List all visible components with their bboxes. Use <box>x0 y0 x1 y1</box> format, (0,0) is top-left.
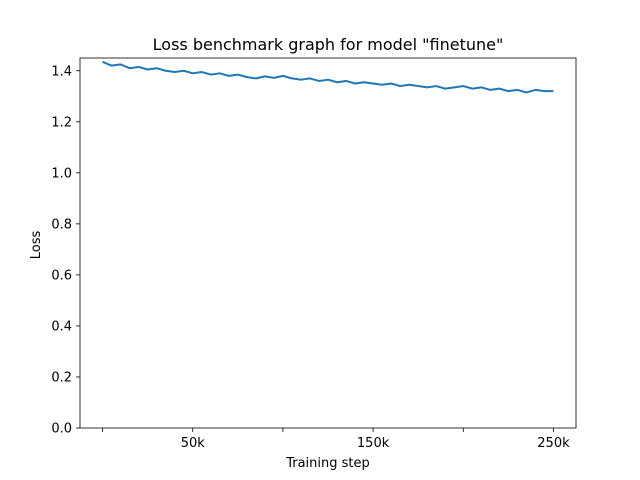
y-tick-label-0: 0.0 <box>51 422 72 437</box>
chart-title: Loss benchmark graph for model "finetune… <box>153 35 504 54</box>
plot-area: 50k 150k 250k 0.0 0.2 0.4 0.6 0.8 1.0 1.2 1.4 <box>51 57 577 451</box>
x-axis-label: Training step <box>285 456 370 471</box>
y-tick-label-5: 1.0 <box>51 166 72 181</box>
y-tick-label-1: 0.2 <box>51 370 72 385</box>
x-tick-label-5: 250k <box>537 436 570 451</box>
y-tick-label-6: 1.2 <box>51 115 72 130</box>
series-line-0 <box>102 60 554 94</box>
x-tick-label-1: 50k <box>181 436 206 451</box>
y-tick-label-2: 0.4 <box>51 319 72 334</box>
x-tick-label-3: 150k <box>357 436 390 451</box>
y-tick-label-4: 0.8 <box>51 217 72 232</box>
y-axis-label: Loss <box>29 231 44 260</box>
plot-frame <box>79 57 577 429</box>
y-tick-label-3: 0.6 <box>51 268 72 283</box>
y-tick-label-7: 1.4 <box>51 64 72 79</box>
